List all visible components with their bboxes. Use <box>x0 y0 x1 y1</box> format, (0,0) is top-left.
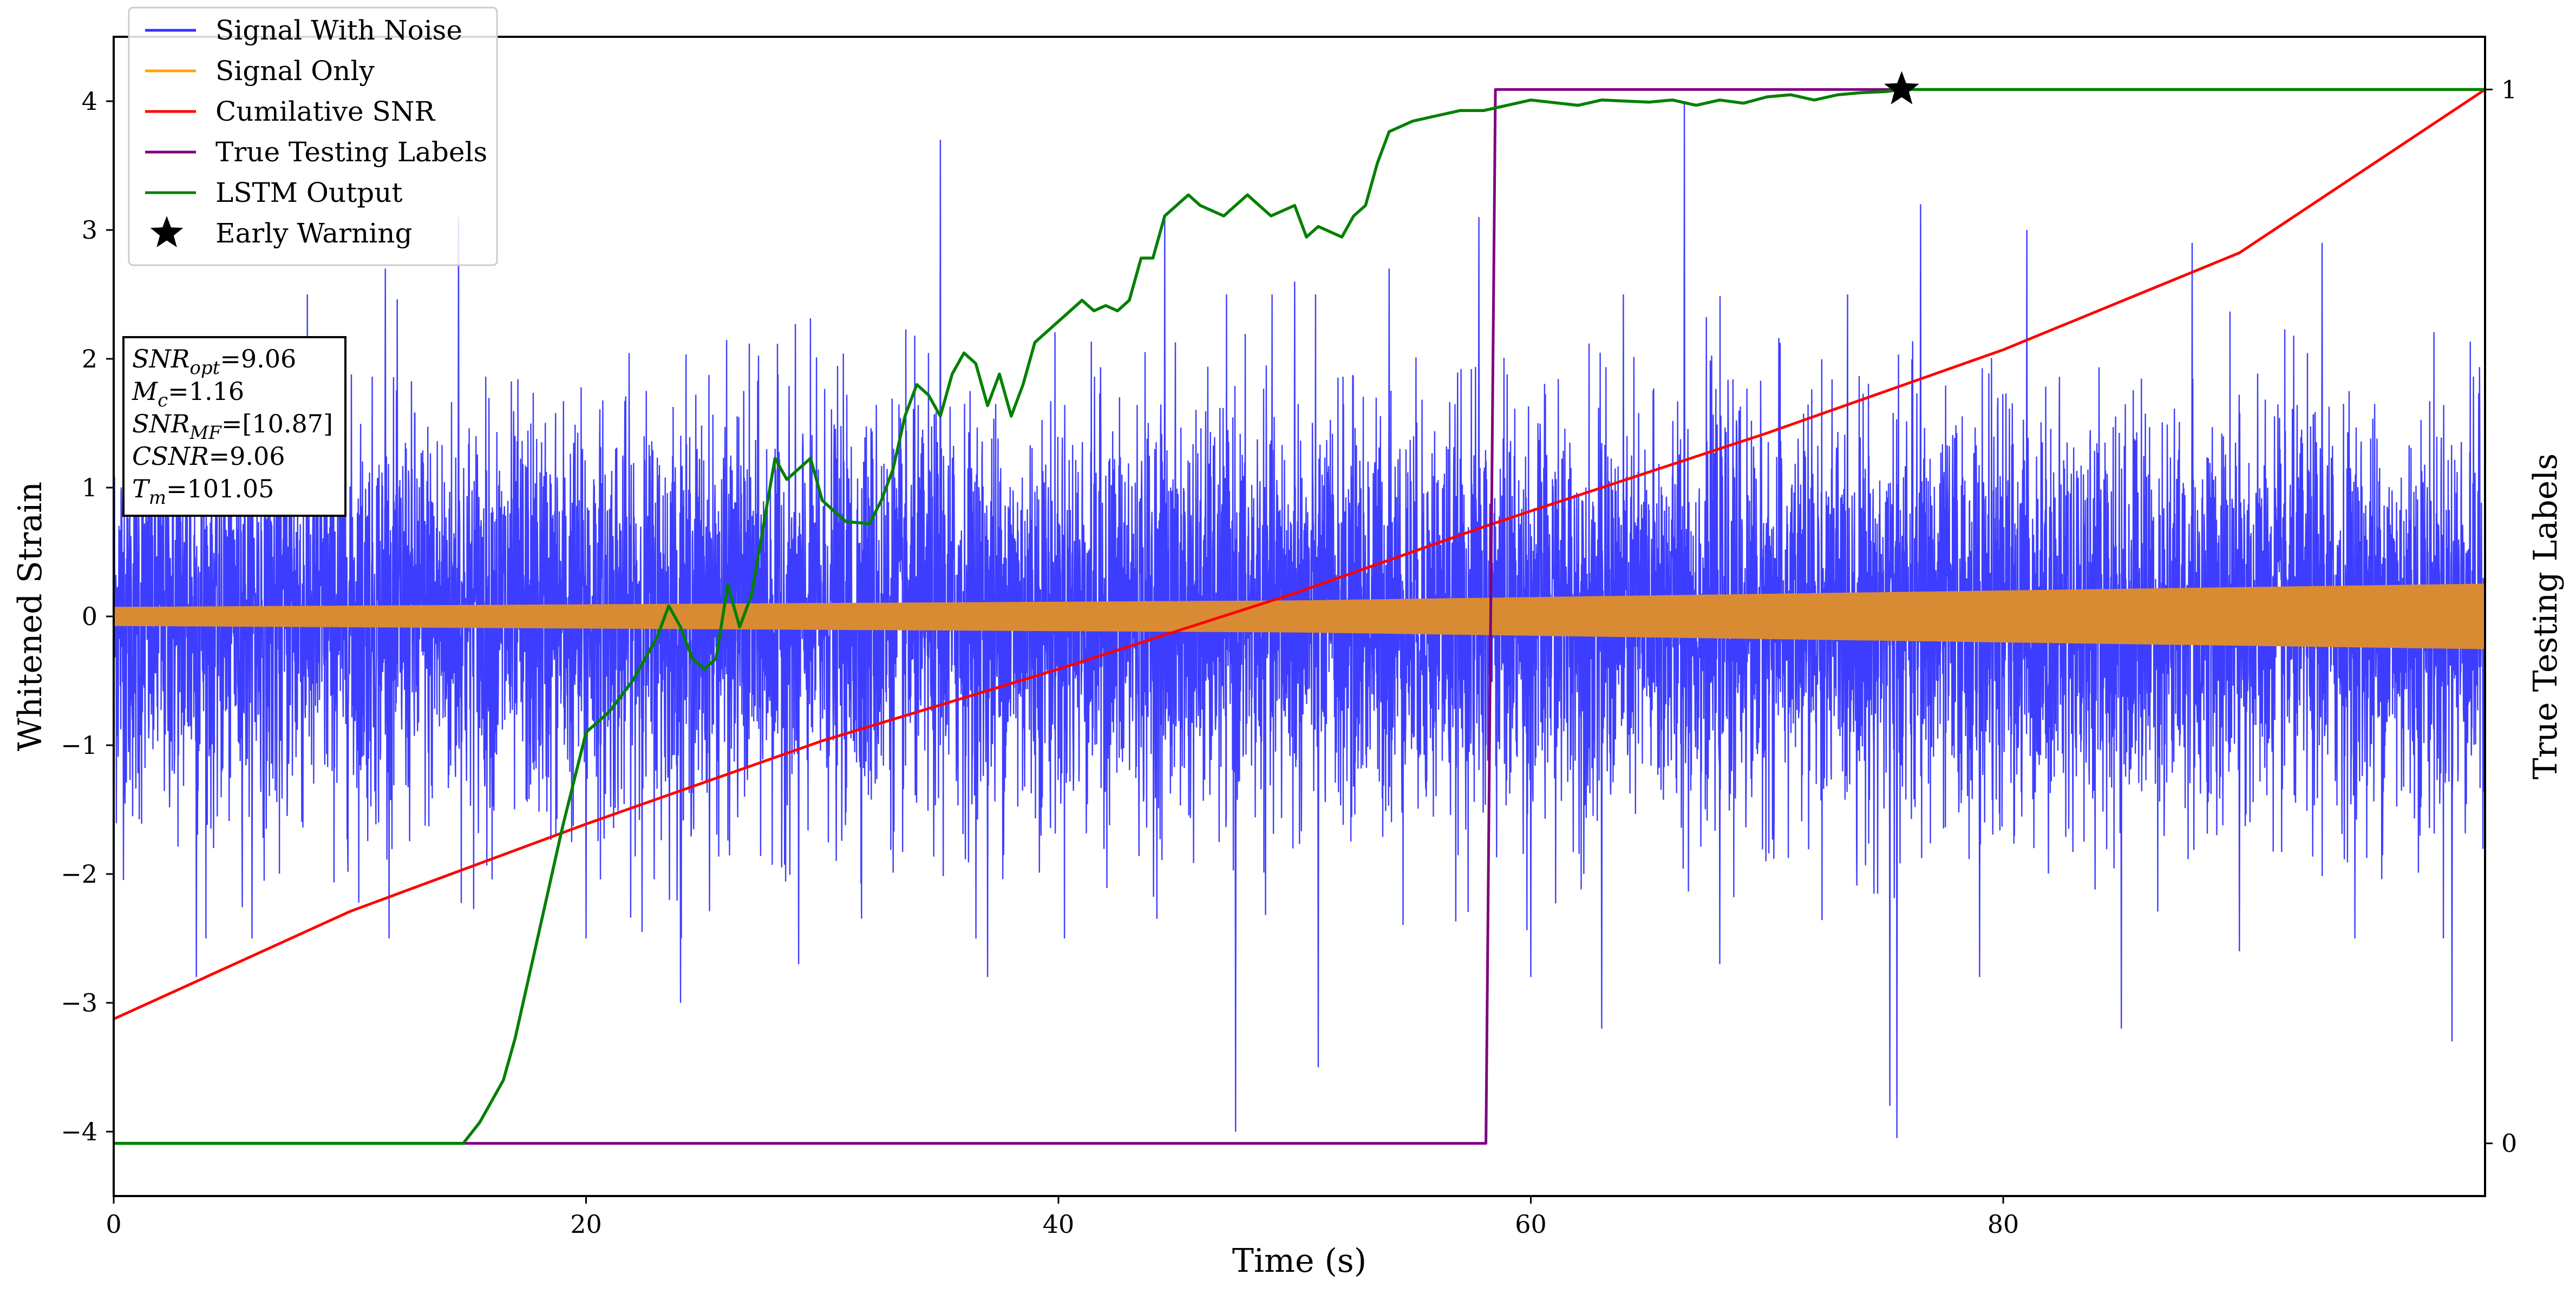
y-tick-label-left: −2 <box>61 859 97 889</box>
x-tick-label: 60 <box>1515 1210 1547 1239</box>
annotation-line: SNRopt=9.06 <box>132 344 296 379</box>
series-lstm-output <box>114 88 2485 1145</box>
annotation-value: =1.16 <box>168 377 244 406</box>
annotation-symbol: M <box>132 377 159 406</box>
plot-area <box>114 71 2485 1145</box>
annotation-subscript: MF <box>189 422 222 444</box>
x-tick-label: 40 <box>1043 1210 1075 1239</box>
y-tick-label-left: 2 <box>82 344 97 373</box>
x-tick-label: 0 <box>106 1210 121 1239</box>
y-tick-label-left: 3 <box>82 215 97 245</box>
y-tick-label-left: 0 <box>82 602 97 631</box>
legend-star-icon <box>150 216 184 247</box>
annotation-symbol: SNR <box>132 344 189 373</box>
series-true-testing-labels <box>114 88 1904 1145</box>
y-tick-label-right: 1 <box>2501 75 2517 104</box>
annotation-symbol: SNR <box>132 409 189 438</box>
series-signal-only <box>114 583 2485 649</box>
y-tick-label-right: 0 <box>2501 1129 2517 1158</box>
x-axis-label: Time (s) <box>1232 1242 1367 1280</box>
y-tick-label-left: −4 <box>61 1117 97 1146</box>
y-tick-label-left: −1 <box>61 731 97 760</box>
x-tick-label: 20 <box>570 1210 602 1239</box>
early-warning-star-marker <box>1884 71 1919 104</box>
y-axis-label-right: True Testing Labels <box>2527 454 2565 780</box>
parameter-annotation-box: SNRopt=9.06Mc=1.16SNRMF=[10.87]CSNR=9.06… <box>122 336 346 517</box>
annotation-line: Tm=101.05 <box>132 474 274 509</box>
legend-label: LSTM Output <box>215 177 402 208</box>
legend-box <box>128 6 498 266</box>
annotation-subscript: opt <box>189 357 220 379</box>
annotation-line: Mc=1.16 <box>132 377 244 411</box>
annotation-line: CSNR=9.06 <box>132 442 285 471</box>
annotation-symbol: T <box>132 474 151 503</box>
annotation-value: =9.06 <box>209 442 285 471</box>
annotation-value: =[10.87] <box>221 409 333 438</box>
annotation-line: SNRMF=[10.87] <box>132 409 333 444</box>
y-tick-label-left: 1 <box>82 473 97 502</box>
series-cumulative-snr <box>114 88 2485 1021</box>
y-axis-label-left: Whitened Strain <box>11 482 49 751</box>
annotation-subscript: m <box>149 487 166 509</box>
y-tick-label-left: 4 <box>82 87 97 116</box>
legend-label: Cumilative SNR <box>215 96 435 127</box>
legend-label: Early Warning <box>215 218 413 249</box>
legend: Signal With Noise Signal Only Cumilative S… <box>128 6 498 266</box>
legend-label: Signal Only <box>215 55 375 87</box>
annotation-symbol: CSNR <box>132 442 209 471</box>
annotation-subscript: c <box>158 390 168 411</box>
annotation-value: =9.06 <box>220 344 296 373</box>
annotation-box-frame <box>122 336 346 517</box>
legend-label: True Testing Labels <box>215 136 487 168</box>
x-tick-label: 80 <box>1987 1210 2019 1239</box>
annotation-value: =101.05 <box>166 474 274 503</box>
legend-label: Signal With Noise <box>215 15 462 46</box>
y-tick-label-left: −3 <box>61 988 97 1017</box>
